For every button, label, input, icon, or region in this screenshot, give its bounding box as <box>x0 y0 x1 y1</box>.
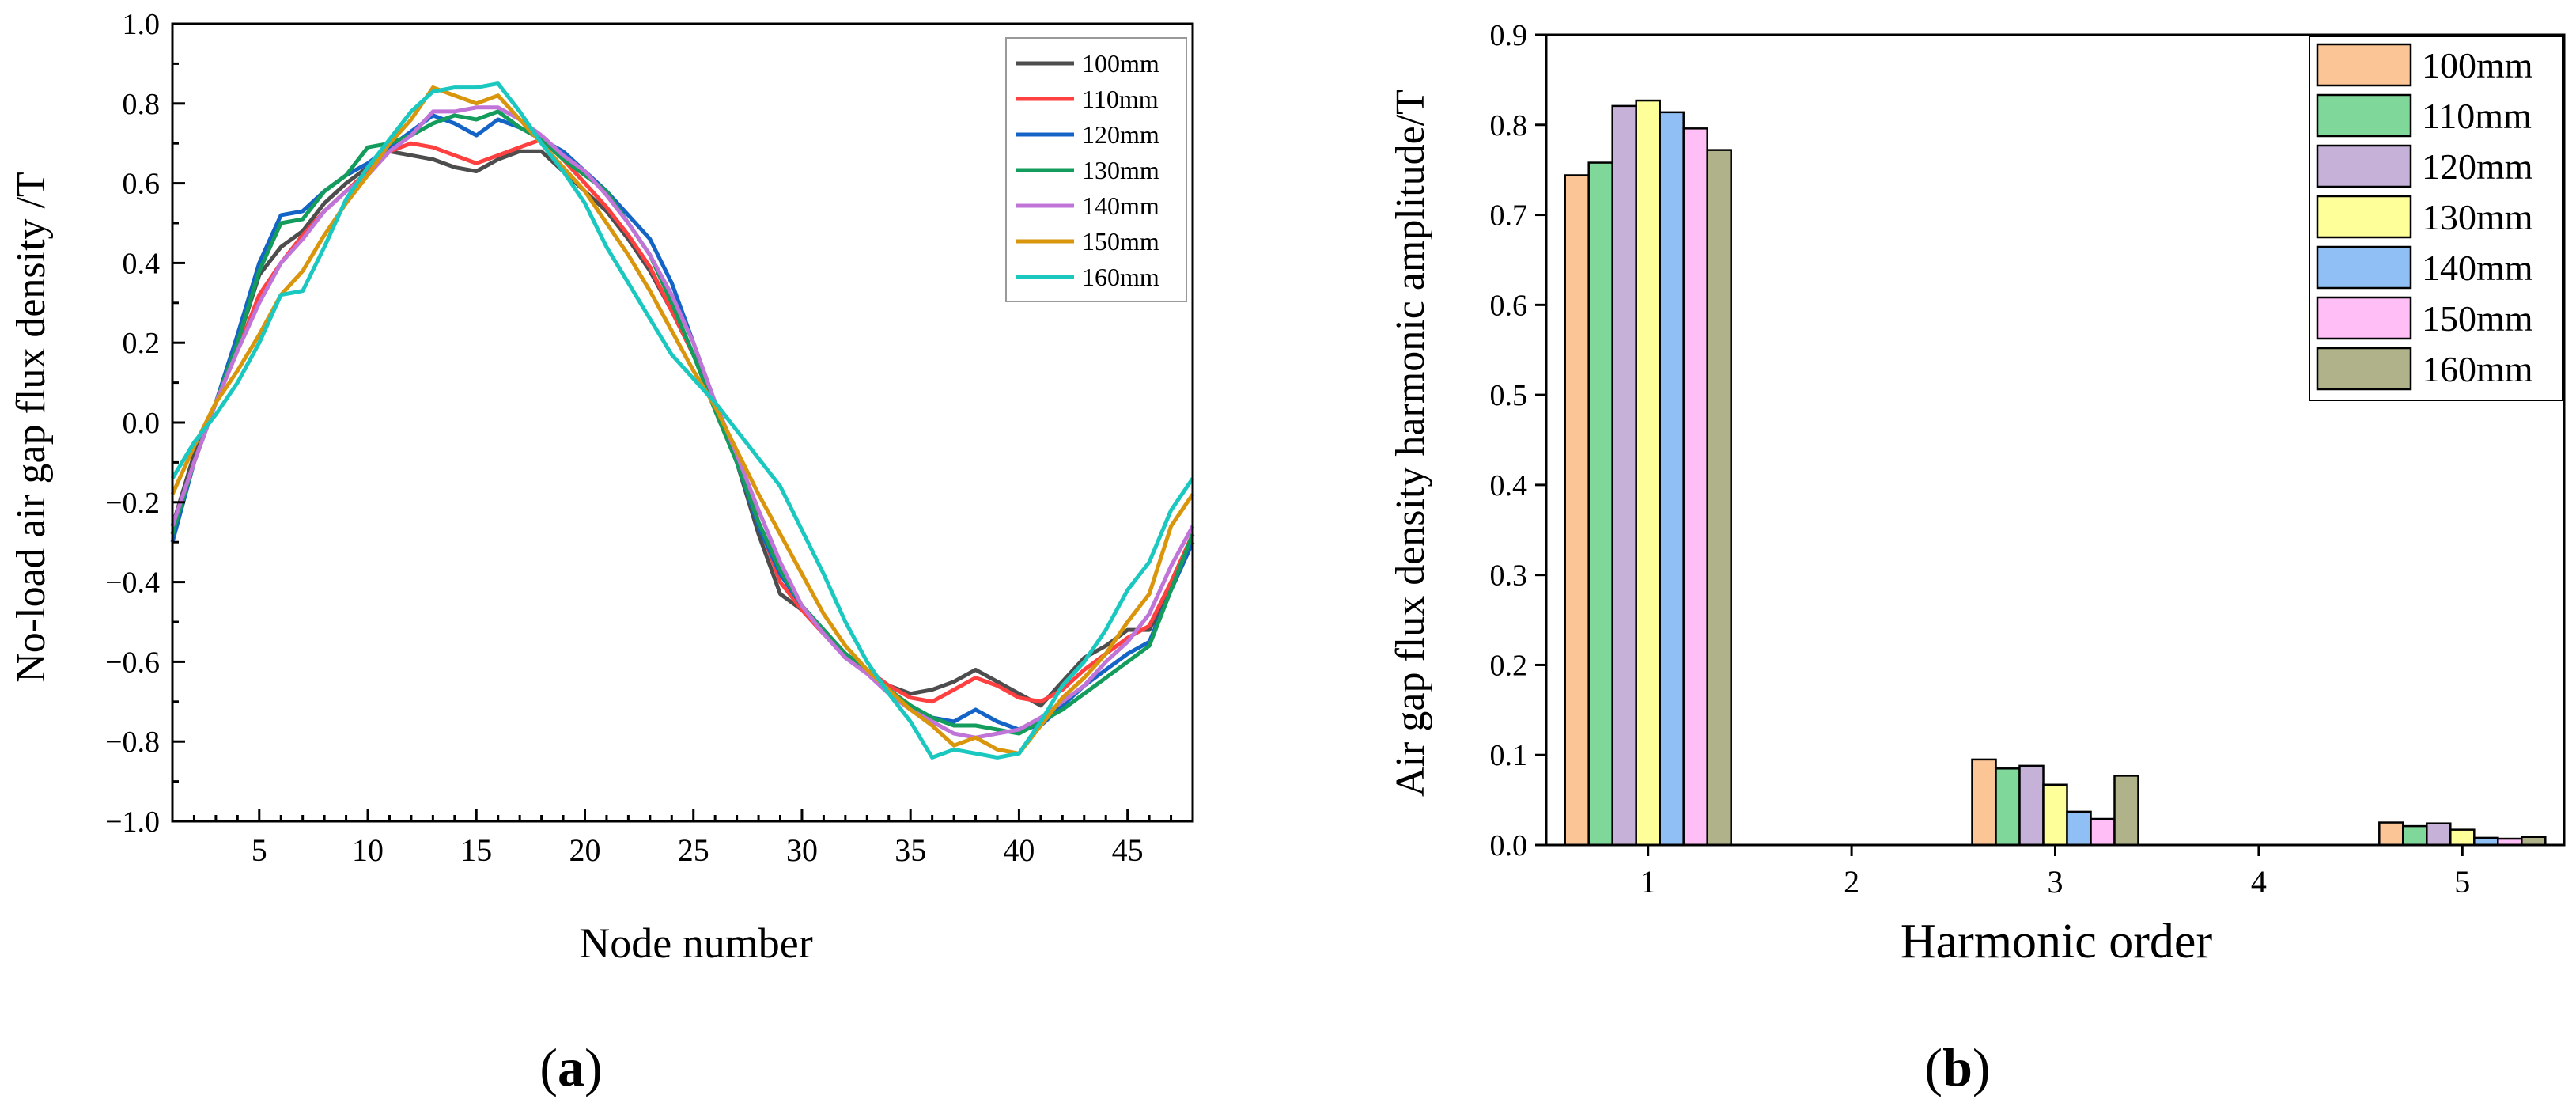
x-tick-label: 30 <box>786 832 818 868</box>
y-axis-ticks: −1.0 −0.8 −0.6 −0.4 −0.2 0.0 0.2 0.4 0.6 0.8 1.0 <box>105 8 185 839</box>
legend-label: 130mm <box>2422 197 2533 237</box>
legend-swatch <box>2316 347 2412 391</box>
bar-130mm-order-1 <box>1635 99 1661 847</box>
panel-label: (b) <box>1924 1037 1990 1097</box>
legend: 100mm 110mm 120mm 130mm 140mm 150mm 160mm <box>1005 37 1187 302</box>
bar-110mm-order-1 <box>1587 161 1613 847</box>
bar-160mm-order-3 <box>2113 775 2139 847</box>
y-tick-label: 0.9 <box>1490 19 1528 52</box>
bar-110mm-order-3 <box>1995 767 2021 847</box>
bar-150mm-order-1 <box>1682 127 1708 847</box>
y-tick-label: −0.8 <box>105 726 160 759</box>
legend-swatch <box>2316 195 2412 239</box>
x-tick-label: 40 <box>1003 832 1035 868</box>
x-tick-label: 5 <box>2454 864 2470 900</box>
y-tick-label: 1.0 <box>123 8 161 41</box>
panel-a-line-chart: 5 10 15 20 25 30 35 40 45 −1.0 −0.8 −0.6 −0.4 −0.2 0.… <box>9 8 1195 1097</box>
y-tick-label: 0.0 <box>1490 829 1528 862</box>
series-line-160mm <box>170 81 1195 760</box>
y-tick-label: 0.2 <box>1490 649 1528 682</box>
bar-100mm-order-5 <box>2378 821 2404 847</box>
x-tick-label: 15 <box>460 832 492 868</box>
y-tick-label: 0.6 <box>123 168 161 201</box>
legend-label: 160mm <box>1082 263 1159 291</box>
legend-swatch <box>2316 296 2412 340</box>
y-tick-label: 0.4 <box>1490 469 1528 502</box>
x-tick-label: 4 <box>2251 864 2267 900</box>
bar-120mm-order-5 <box>2426 822 2452 847</box>
y-tick-label: 0.6 <box>1490 289 1528 322</box>
bar-140mm-order-1 <box>1659 111 1685 847</box>
y-tick-label: −0.4 <box>105 567 160 600</box>
panel-b-bar-chart: 1 2 3 4 5 0.0 0.1 0.2 0.3 0.4 0.5 0.6 0.7 0.8 0.9 Har… <box>1388 19 2566 1097</box>
bar-120mm-order-3 <box>2018 764 2045 847</box>
y-axis-label: Air gap flux density harmonic amplitude/… <box>1388 89 1433 797</box>
x-tick-label: 1 <box>1640 864 1656 900</box>
bar-100mm-order-3 <box>1971 758 1997 847</box>
bar-130mm-order-3 <box>2042 783 2068 847</box>
y-tick-label: 0.4 <box>123 247 161 280</box>
bar-160mm-order-1 <box>1706 149 1732 847</box>
series-line-140mm <box>170 105 1195 740</box>
series-line-130mm <box>170 109 1195 736</box>
legend: 100mm 110mm 120mm 130mm 140mm 150mm 160mm <box>2309 36 2563 401</box>
legend-label: 110mm <box>2422 96 2532 136</box>
y-tick-label: −1.0 <box>105 805 160 839</box>
y-tick-label: 0.8 <box>1490 109 1528 142</box>
legend-swatch <box>2316 93 2412 138</box>
x-axis-ticks: 5 10 15 20 25 30 35 40 45 <box>171 809 1194 868</box>
y-tick-label: 0.5 <box>1490 379 1528 412</box>
x-tick-label: 20 <box>569 832 600 868</box>
y-tick-label: −0.6 <box>105 646 160 679</box>
x-axis-label: Node number <box>579 919 812 967</box>
legend-swatch <box>2316 245 2412 290</box>
legend-label: 120mm <box>1082 120 1159 149</box>
x-tick-label: 3 <box>2048 864 2063 900</box>
y-tick-label: 0.3 <box>1490 559 1528 593</box>
legend-label: 110mm <box>1082 85 1159 113</box>
x-axis-label: Harmonic order <box>1901 915 2213 968</box>
legend-label: 120mm <box>2422 146 2533 187</box>
x-tick-label: 35 <box>895 832 926 868</box>
legend-label: 100mm <box>2422 45 2533 85</box>
bar-140mm-order-3 <box>2066 810 2092 847</box>
panel-letter: a <box>558 1037 584 1097</box>
legend-label: 140mm <box>1082 191 1159 220</box>
legend-label: 130mm <box>1082 156 1159 184</box>
bar-110mm-order-5 <box>2402 824 2428 847</box>
y-tick-label: −0.2 <box>105 487 160 520</box>
legend-label: 140mm <box>2422 248 2533 288</box>
series-lines <box>170 81 1195 760</box>
y-tick-label: 0.7 <box>1490 199 1528 233</box>
panel-letter: b <box>1942 1037 1973 1097</box>
y-tick-label: 0.0 <box>123 407 161 440</box>
y-tick-label: 0.8 <box>123 88 161 121</box>
legend-swatch <box>2316 43 2412 87</box>
y-axis-ticks: 0.0 0.1 0.2 0.3 0.4 0.5 0.6 0.7 0.8 0.9 <box>1490 19 1546 862</box>
x-tick-label: 10 <box>352 832 384 868</box>
x-tick-label: 2 <box>1844 864 1859 900</box>
bar-150mm-order-3 <box>2090 817 2116 847</box>
bar-120mm-order-1 <box>1611 104 1637 847</box>
x-tick-label: 25 <box>678 832 709 868</box>
bar-100mm-order-1 <box>1564 174 1590 847</box>
legend-swatch <box>2316 144 2412 188</box>
legend-label: 100mm <box>1082 49 1159 78</box>
legend-label: 160mm <box>2422 349 2533 389</box>
bar-130mm-order-5 <box>2449 828 2476 847</box>
x-axis-ticks: 1 2 3 4 5 <box>1640 845 2470 900</box>
x-tick-label: 45 <box>1112 832 1144 868</box>
x-tick-label: 5 <box>252 832 267 868</box>
y-tick-label: 0.2 <box>123 327 161 360</box>
y-axis-label: No-load air gap flux density /T <box>9 172 54 683</box>
legend-label: 150mm <box>1082 227 1159 256</box>
legend-label: 150mm <box>2422 298 2533 339</box>
bar-160mm-order-5 <box>2521 836 2547 847</box>
y-tick-label: 0.1 <box>1490 739 1528 772</box>
panel-label: (a) <box>539 1037 602 1097</box>
